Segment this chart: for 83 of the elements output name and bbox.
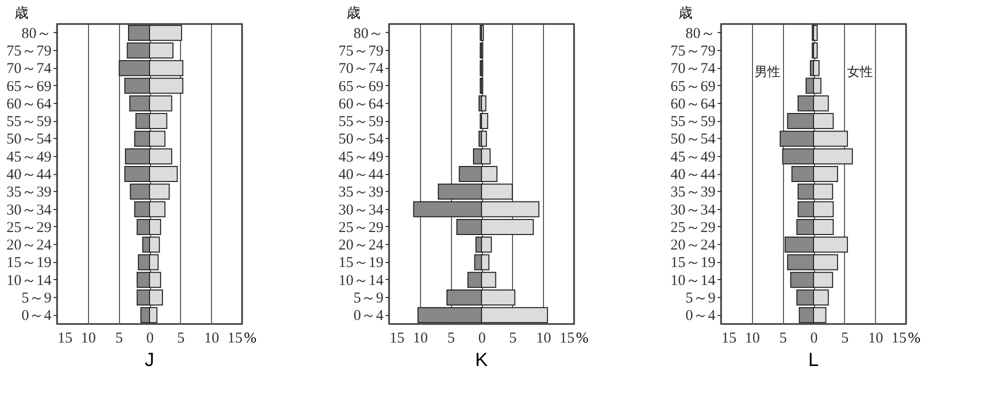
series-label: 男性 — [754, 64, 780, 79]
y-tick-label: 15～19 — [338, 255, 384, 272]
y-tick-label: 30～34 — [670, 202, 716, 218]
y-tick-label: 30～34 — [338, 202, 384, 218]
y-tick-label: 65～69 — [338, 78, 384, 95]
y-tick-label: 25～29 — [670, 220, 716, 236]
y-tick-label: 75～79 — [6, 43, 52, 60]
y-tick-label: 60～64 — [670, 96, 716, 112]
x-tick-label: 5 — [509, 330, 517, 346]
y-tick-label: 55～59 — [338, 114, 384, 130]
y-tick-label: 80～ — [22, 26, 52, 42]
y-tick-label: 55～59 — [6, 114, 52, 130]
y-tick-label: 65～69 — [6, 78, 52, 95]
y-tick-label: 70～74 — [6, 61, 52, 78]
y-tick-label: 25～29 — [6, 220, 52, 236]
y-tick-label: 70～74 — [338, 61, 384, 78]
x-tick-label: 0 — [810, 330, 818, 346]
y-tick-label: 50～54 — [670, 132, 716, 148]
y-tick-label: 70～74 — [670, 61, 716, 78]
y-tick-label: 65～69 — [670, 78, 716, 95]
y-tick-label: 75～79 — [338, 43, 384, 60]
y-tick-label: 45～49 — [670, 149, 716, 166]
x-tick-label: 5 — [447, 330, 455, 346]
x-tick-label: 10 — [744, 330, 760, 346]
x-tick-label: 15 — [390, 330, 404, 346]
x-axis-title: % — [244, 330, 256, 346]
y-tick-label: 20～24 — [670, 238, 716, 254]
y-axis-title: 歳 — [14, 4, 28, 20]
x-tick-label: 15 — [892, 330, 906, 346]
x-tick-label: 10 — [80, 330, 96, 346]
x-tick-label: 10 — [536, 330, 552, 346]
x-tick-label: 5 — [115, 330, 123, 346]
y-tick-label: 50～54 — [338, 132, 384, 148]
y-tick-label: 40～44 — [338, 167, 384, 183]
x-tick-label: 5 — [779, 330, 787, 346]
y-tick-label: 50～54 — [6, 132, 52, 148]
y-tick-label: 0～4 — [686, 308, 716, 324]
y-tick-label: 45～49 — [338, 149, 384, 166]
y-tick-label: 10～14 — [670, 272, 716, 289]
y-tick-label: 20～24 — [6, 238, 52, 254]
x-tick-label: 15 — [58, 330, 72, 346]
y-tick-label: 15～19 — [670, 255, 716, 272]
y-tick-label: 35～39 — [6, 184, 52, 201]
y-tick-label: 40～44 — [670, 167, 716, 183]
y-tick-label: 75～79 — [670, 43, 716, 60]
y-tick-label: 25～29 — [338, 220, 384, 236]
y-tick-label: 40～44 — [6, 167, 52, 183]
y-tick-label: 10～14 — [338, 272, 384, 289]
x-axis-title: % — [576, 330, 588, 346]
y-tick-label: 45～49 — [6, 149, 52, 166]
y-tick-label: 35～39 — [338, 184, 384, 201]
y-tick-label: 20～24 — [338, 238, 384, 254]
y-axis-title: 歳 — [678, 4, 692, 20]
x-tick-label: 5 — [841, 330, 849, 346]
text: K — [475, 350, 488, 371]
y-tick-label: 5～9 — [354, 290, 384, 307]
text: L — [808, 350, 819, 371]
x-tick-label: 10 — [412, 330, 428, 346]
x-tick-label: 15 — [228, 330, 242, 346]
x-axis-title: % — [908, 330, 920, 346]
x-tick-label: 5 — [177, 330, 185, 346]
x-tick-label: 10 — [868, 330, 884, 346]
y-tick-label: 60～64 — [6, 96, 52, 112]
y-tick-label: 35～39 — [670, 184, 716, 201]
y-tick-label: 60～64 — [338, 96, 384, 112]
x-tick-label: 0 — [478, 330, 486, 346]
y-axis-title: 歳 — [346, 4, 360, 20]
x-tick-label: 10 — [204, 330, 220, 346]
series-label: 女性 — [846, 64, 873, 79]
x-tick-label: 15 — [560, 330, 574, 346]
y-tick-label: 10～14 — [6, 272, 52, 289]
y-tick-label: 30～34 — [6, 202, 52, 218]
y-tick-label: 0～4 — [22, 308, 52, 324]
text: J — [144, 350, 154, 371]
x-tick-label: 0 — [146, 330, 154, 346]
y-tick-label: 5～9 — [22, 290, 52, 307]
y-tick-label: 5～9 — [686, 290, 716, 307]
y-tick-label: 80～ — [354, 26, 384, 42]
y-tick-label: 15～19 — [6, 255, 52, 272]
y-tick-label: 80～ — [686, 26, 716, 42]
x-tick-label: 15 — [722, 330, 736, 346]
y-tick-label: 55～59 — [670, 114, 716, 130]
y-tick-label: 0～4 — [354, 308, 384, 324]
